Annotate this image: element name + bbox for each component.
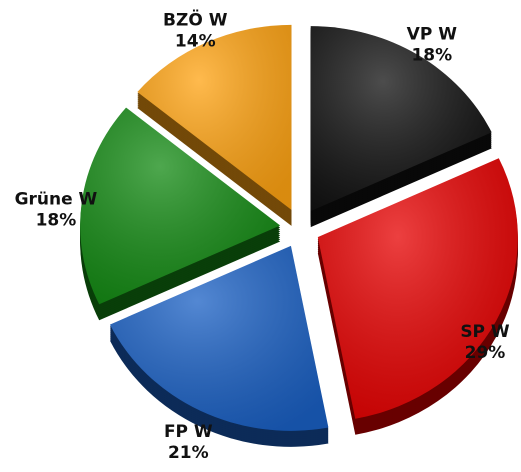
slice-shine <box>310 26 492 212</box>
slice-label: Grüne W <box>15 189 98 209</box>
slice-value-label: 21% <box>168 443 209 463</box>
slice-shine <box>80 107 281 305</box>
slice-shine <box>109 245 329 431</box>
slice-value-label: 18% <box>36 210 77 230</box>
slice-shine <box>317 158 518 419</box>
slice-label: BZÖ W <box>163 9 228 31</box>
slice-label: SP W <box>460 322 510 342</box>
slice-value-label: 18% <box>411 46 452 66</box>
slice-value-label: 14% <box>175 32 216 52</box>
slice-value-label: 29% <box>465 343 506 363</box>
slice-label: VP W <box>407 25 458 45</box>
slice-shine <box>137 24 292 210</box>
slice-label: FP W <box>164 422 213 442</box>
